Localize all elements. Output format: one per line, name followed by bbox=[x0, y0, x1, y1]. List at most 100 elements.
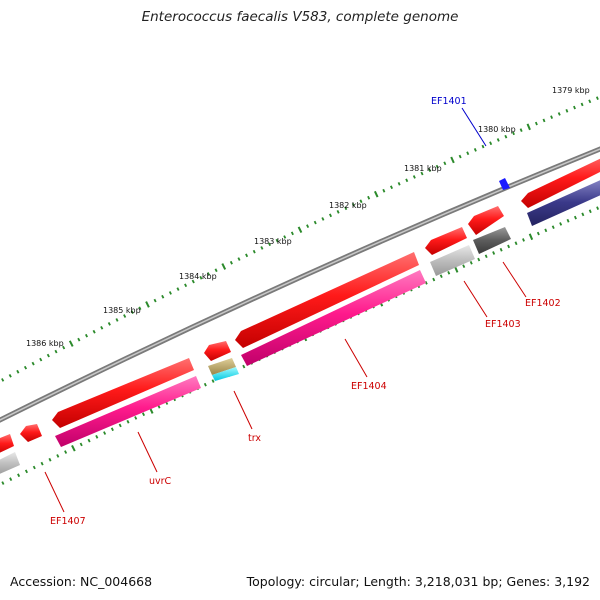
gene-ef1404-magenta-cds[interactable] bbox=[241, 270, 426, 366]
inner-tick-58 bbox=[439, 274, 443, 278]
tick-label-1383: 1383 kbp bbox=[254, 237, 292, 246]
tick-label-1384: 1384 kbp bbox=[179, 272, 217, 281]
scale-tick-65 bbox=[489, 141, 493, 146]
inner-tick-14 bbox=[103, 431, 107, 435]
reverse-strand-genes bbox=[0, 178, 600, 476]
inner-tick-63 bbox=[477, 257, 481, 262]
inner-tick-5 bbox=[32, 465, 36, 470]
scale-tick-10 bbox=[68, 340, 74, 347]
scale-tick-70 bbox=[526, 123, 531, 131]
gene-ef1407-cds[interactable] bbox=[20, 424, 42, 442]
scale-tick-35 bbox=[260, 246, 264, 250]
scale-tick-77 bbox=[580, 102, 584, 107]
inner-tick-18 bbox=[134, 416, 138, 420]
scale-tick-63 bbox=[473, 148, 477, 152]
scale-tick-64 bbox=[481, 144, 485, 149]
scale-tick-75 bbox=[565, 108, 569, 113]
gene-ef1401-navy-cds[interactable] bbox=[527, 178, 600, 226]
scale-tick-55 bbox=[412, 175, 416, 179]
gene-label-ef1402[interactable]: EF1402 bbox=[525, 298, 561, 309]
scale-tick-13 bbox=[92, 329, 96, 334]
scale-tick-16 bbox=[115, 318, 119, 322]
scale-tick-19 bbox=[138, 306, 142, 311]
gene-ef1403-cds[interactable] bbox=[468, 206, 504, 235]
leader-ef1401 bbox=[461, 107, 487, 147]
inner-tick-66 bbox=[499, 247, 503, 252]
inner-tick-78 bbox=[588, 209, 592, 214]
inner-tick-59 bbox=[447, 271, 451, 275]
inner-tick-dots bbox=[1, 206, 600, 485]
scale-tick-11 bbox=[77, 337, 81, 342]
inner-tick-60 bbox=[454, 266, 459, 273]
inner-tick-3 bbox=[17, 473, 21, 478]
inner-tick-56 bbox=[424, 281, 428, 285]
scale-tick-26 bbox=[191, 279, 195, 284]
scale-tick-6 bbox=[39, 357, 43, 362]
inner-tick-32 bbox=[242, 364, 246, 369]
scale-tick-48 bbox=[359, 199, 363, 204]
ef1401-blue-marker[interactable] bbox=[499, 178, 510, 190]
scale-tick-71 bbox=[534, 121, 538, 126]
inner-tick-67 bbox=[507, 244, 511, 249]
gene-trx-cyan-cds[interactable] bbox=[212, 367, 239, 381]
scale-tick-74 bbox=[557, 112, 561, 116]
scale-tick-33 bbox=[245, 253, 249, 258]
gene-darkgray-cds[interactable] bbox=[473, 227, 511, 254]
gene-gray-cds[interactable] bbox=[430, 245, 475, 276]
scale-tick-54 bbox=[405, 178, 409, 183]
scale-tick-76 bbox=[573, 105, 576, 110]
gene-uvrC-magenta-cds[interactable] bbox=[55, 376, 201, 447]
scale-tick-1 bbox=[1, 378, 5, 382]
gene-label-ef1401[interactable]: EF1401 bbox=[431, 96, 467, 107]
genome-backbone-highlight bbox=[0, 148, 600, 421]
scale-tick-15 bbox=[107, 321, 111, 326]
scale-tick-22 bbox=[161, 294, 165, 299]
tick-label-1379: 1379 kbp bbox=[552, 86, 590, 95]
leader-ef1404 bbox=[344, 338, 368, 378]
scale-tick-41 bbox=[306, 224, 310, 228]
scale-tick-labels: 1379 kbp 1380 kbp 1381 kbp 1382 kbp 1383… bbox=[26, 86, 590, 348]
scale-tick-17 bbox=[123, 314, 127, 318]
inner-tick-72 bbox=[544, 228, 548, 233]
scale-tick-46 bbox=[344, 206, 348, 211]
scale-tick-68 bbox=[512, 131, 515, 136]
gene-uvrC-upper-cds[interactable] bbox=[52, 358, 194, 428]
inner-tick-73 bbox=[551, 225, 555, 229]
gene-left-edge-cds[interactable] bbox=[0, 434, 14, 455]
scale-tick-42 bbox=[313, 220, 317, 225]
scale-tick-31 bbox=[229, 260, 233, 265]
gene-trx-tan-cds[interactable] bbox=[208, 358, 236, 375]
gene-label-ef1403[interactable]: EF1403 bbox=[485, 319, 521, 330]
leader-ef1403 bbox=[463, 280, 488, 318]
inner-tick-7 bbox=[48, 457, 52, 462]
inner-tick-15 bbox=[110, 427, 114, 432]
inner-tick-2 bbox=[9, 477, 13, 481]
gene-label-trx[interactable]: trx bbox=[248, 433, 261, 444]
inner-tick-9 bbox=[64, 450, 68, 454]
gene-gray-left-cds[interactable] bbox=[0, 452, 20, 476]
gene-label-ef1404[interactable]: EF1404 bbox=[351, 381, 387, 392]
scale-tick-57 bbox=[428, 168, 432, 172]
scale-tick-dots bbox=[1, 96, 599, 382]
leader-ef1407 bbox=[44, 471, 65, 513]
scale-tick-40 bbox=[297, 226, 303, 234]
topology-text: Topology: circular; Length: 3,218,031 bp… bbox=[246, 574, 590, 589]
scale-tick-58 bbox=[435, 164, 439, 169]
gene-label-ef1407[interactable]: EF1407 bbox=[50, 516, 86, 527]
inner-tick-8 bbox=[56, 454, 60, 458]
scale-tick-78 bbox=[588, 99, 592, 104]
scale-tick-7 bbox=[46, 353, 50, 358]
gene-ef1402-cds[interactable] bbox=[521, 153, 600, 208]
scale-tick-38 bbox=[283, 235, 287, 239]
scale-tick-2 bbox=[8, 373, 12, 378]
scale-tick-53 bbox=[397, 182, 401, 186]
gene-large-forward-cds[interactable] bbox=[235, 252, 419, 348]
gene-label-leaders bbox=[44, 107, 527, 513]
tick-label-1381: 1381 kbp bbox=[404, 164, 442, 173]
gene-ef1404-cds[interactable] bbox=[425, 227, 467, 255]
gene-label-uvrC[interactable]: uvrC bbox=[149, 476, 172, 487]
scale-tick-9 bbox=[62, 345, 66, 350]
scale-tick-8 bbox=[54, 349, 58, 354]
gene-trx-cds[interactable] bbox=[204, 341, 231, 361]
scale-tick-25 bbox=[184, 283, 188, 288]
